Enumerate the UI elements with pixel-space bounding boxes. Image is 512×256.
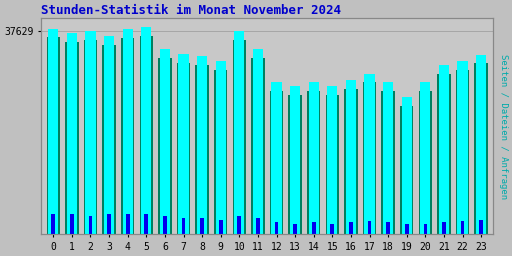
Bar xyxy=(48,29,58,234)
Bar xyxy=(86,31,96,234)
Bar xyxy=(461,221,464,234)
Bar xyxy=(274,222,279,234)
Bar xyxy=(51,214,55,234)
Bar xyxy=(326,95,339,234)
Bar xyxy=(405,224,409,234)
Text: Stunden-Statistik im Monat November 2024: Stunden-Statistik im Monat November 2024 xyxy=(41,4,341,17)
Bar xyxy=(232,40,246,234)
Bar xyxy=(160,49,170,234)
Bar xyxy=(457,61,467,234)
Bar xyxy=(182,218,185,234)
Bar xyxy=(141,27,152,234)
Bar xyxy=(288,95,302,234)
Bar xyxy=(219,220,223,234)
Y-axis label: Seiten / Dateien / Anfragen: Seiten / Dateien / Anfragen xyxy=(499,54,508,199)
Bar xyxy=(177,63,190,234)
Bar xyxy=(309,82,319,234)
Bar xyxy=(214,70,227,234)
Bar xyxy=(327,87,337,234)
Bar xyxy=(293,223,297,234)
Bar xyxy=(104,36,114,234)
Bar xyxy=(344,89,358,234)
Bar xyxy=(197,56,207,234)
Bar xyxy=(238,216,241,234)
Bar xyxy=(89,216,92,234)
Bar xyxy=(419,91,432,234)
Bar xyxy=(349,222,353,234)
Bar xyxy=(234,31,244,234)
Bar xyxy=(400,105,414,234)
Bar xyxy=(196,65,209,234)
Bar xyxy=(476,55,486,234)
Bar xyxy=(70,214,74,234)
Bar xyxy=(67,33,77,234)
Bar xyxy=(479,220,483,234)
Bar xyxy=(307,91,321,234)
Bar xyxy=(253,49,263,234)
Bar xyxy=(381,91,395,234)
Bar xyxy=(346,80,356,234)
Bar xyxy=(401,97,412,234)
Bar xyxy=(163,216,167,234)
Bar xyxy=(386,222,390,234)
Bar xyxy=(437,74,451,234)
Bar xyxy=(102,45,116,234)
Bar xyxy=(383,82,393,234)
Bar xyxy=(84,40,97,234)
Bar xyxy=(312,222,315,234)
Bar xyxy=(140,36,153,234)
Bar xyxy=(158,58,172,234)
Bar xyxy=(365,74,375,234)
Bar xyxy=(216,61,226,234)
Bar xyxy=(126,214,130,234)
Bar xyxy=(475,63,488,234)
Bar xyxy=(251,58,265,234)
Bar xyxy=(122,29,133,234)
Bar xyxy=(271,82,282,234)
Bar xyxy=(65,42,78,234)
Bar xyxy=(256,218,260,234)
Bar xyxy=(270,91,283,234)
Bar xyxy=(420,82,431,234)
Bar xyxy=(330,223,334,234)
Bar xyxy=(368,221,371,234)
Bar xyxy=(107,214,111,234)
Bar xyxy=(423,224,427,234)
Bar xyxy=(121,38,134,234)
Bar xyxy=(439,65,449,234)
Bar xyxy=(456,70,470,234)
Bar xyxy=(363,82,376,234)
Bar xyxy=(290,87,300,234)
Bar xyxy=(144,214,148,234)
Bar xyxy=(178,54,188,234)
Bar xyxy=(200,218,204,234)
Bar xyxy=(442,222,446,234)
Bar xyxy=(47,37,60,234)
